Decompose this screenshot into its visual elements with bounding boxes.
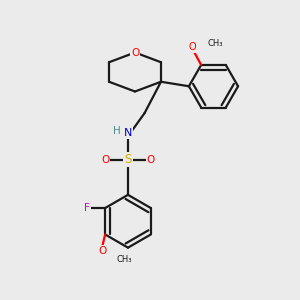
Text: F: F — [84, 203, 90, 213]
Text: CH₃: CH₃ — [116, 255, 132, 264]
Text: O: O — [146, 155, 154, 165]
Text: methoxy: methoxy — [204, 34, 210, 36]
Text: H: H — [113, 126, 121, 136]
Text: O: O — [188, 42, 196, 52]
Text: S: S — [124, 153, 132, 166]
Text: CH₃: CH₃ — [208, 39, 223, 48]
Text: O: O — [101, 155, 110, 165]
Text: O: O — [98, 246, 106, 256]
Text: N: N — [124, 128, 132, 138]
Text: O: O — [131, 47, 139, 58]
